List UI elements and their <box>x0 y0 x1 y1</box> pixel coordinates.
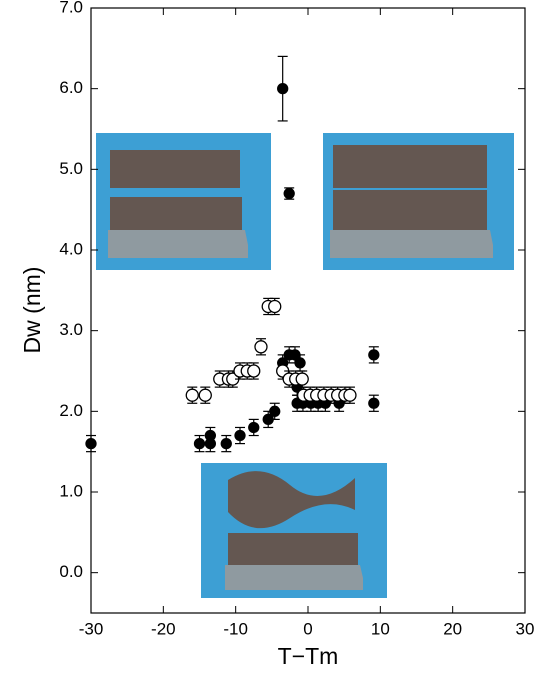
x-tick-label: 30 <box>516 619 535 638</box>
y-tick-label: 3.0 <box>59 320 83 339</box>
point <box>198 388 212 402</box>
y-axis-label: Dw (nm) <box>19 267 45 354</box>
inset-top-right <box>323 133 514 270</box>
point <box>343 388 357 402</box>
x-axis-label: T−Tm <box>278 643 339 669</box>
y-tick-label: 7.0 <box>59 0 83 16</box>
point <box>269 405 281 417</box>
point <box>185 388 199 402</box>
point <box>193 437 206 450</box>
y-tick-label: 5.0 <box>59 159 83 178</box>
inset-top-left <box>96 133 271 270</box>
point <box>268 299 282 314</box>
y-tick-label: 1.0 <box>59 481 83 500</box>
inset-bottom <box>201 463 387 598</box>
point <box>277 83 289 95</box>
y-tick-label: 2.0 <box>59 401 83 420</box>
x-tick-label: -10 <box>223 619 248 638</box>
point <box>254 340 268 354</box>
point <box>294 357 306 369</box>
point <box>368 397 380 409</box>
y-tick-label: 0.0 <box>59 562 83 581</box>
point <box>85 437 97 450</box>
inset-images <box>96 133 514 598</box>
point <box>204 437 217 450</box>
x-tick-label: -20 <box>151 619 176 638</box>
y-tick-label: 4.0 <box>59 239 83 258</box>
y-tick-label: 6.0 <box>59 78 83 97</box>
point <box>368 349 380 361</box>
point <box>248 421 260 434</box>
x-tick-label: 10 <box>371 619 390 638</box>
point <box>220 437 232 450</box>
x-tick-label: 0 <box>303 619 312 638</box>
x-tick-label: 20 <box>443 619 462 638</box>
point <box>283 187 295 200</box>
point <box>295 372 309 386</box>
point <box>247 364 261 378</box>
x-tick-label: -30 <box>79 619 104 638</box>
point <box>234 429 246 442</box>
